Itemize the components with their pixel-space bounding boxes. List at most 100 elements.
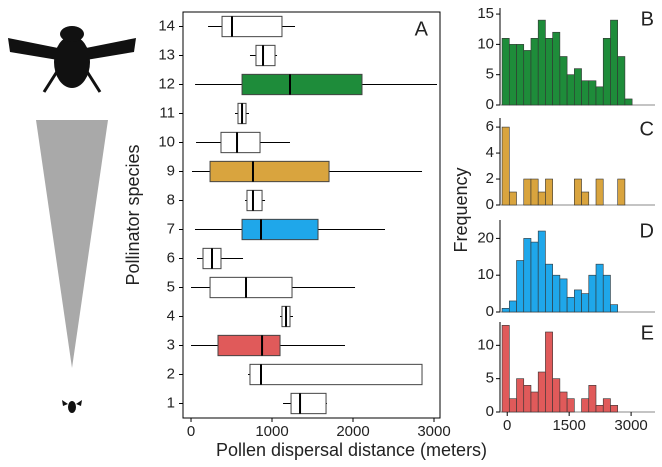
hist-bar — [566, 74, 575, 106]
hist-bar — [617, 56, 626, 106]
hist-bar — [610, 304, 618, 313]
y-tick-label: 9 — [167, 162, 175, 179]
box — [221, 15, 283, 38]
hist-bar — [581, 80, 590, 106]
box — [290, 392, 327, 415]
hist-bar — [545, 178, 553, 206]
panel-label: E — [641, 322, 654, 344]
hist-bar — [559, 391, 568, 413]
hist-bar — [552, 378, 561, 413]
box — [209, 276, 293, 299]
large-bee — [8, 26, 136, 93]
box — [241, 73, 363, 96]
hist-bar — [610, 405, 618, 413]
y-tick-label: 2 — [167, 365, 175, 382]
hist-bar — [537, 371, 546, 413]
hist-bar — [566, 398, 575, 413]
y-tick-label: 7 — [167, 220, 175, 237]
hist-bar — [595, 405, 604, 413]
hist-bar — [516, 260, 525, 313]
hist-bar — [581, 398, 590, 413]
hist-bar — [523, 178, 532, 206]
hist-bar — [537, 230, 546, 313]
hist-bar — [610, 19, 618, 106]
panel-label: C — [640, 118, 654, 140]
hist-bar — [516, 378, 525, 413]
y-tick-label: 10 — [158, 133, 175, 150]
hist-bar — [530, 391, 539, 413]
box — [241, 218, 319, 241]
hist-bar — [537, 191, 546, 206]
y-axis-label: Frequency — [451, 167, 471, 252]
plot-frame — [182, 11, 441, 419]
y-tick-label: 5 — [167, 278, 175, 295]
hist-bar — [508, 398, 517, 413]
hist-bar — [516, 44, 525, 106]
hist-bar — [595, 178, 604, 206]
box — [217, 334, 281, 357]
hist-bar — [545, 263, 553, 313]
y-axis-label: Pollinator species — [123, 144, 143, 285]
y-tick-label: 5 — [486, 66, 494, 83]
hist-bar — [588, 80, 597, 106]
hist-bar — [624, 98, 633, 106]
box — [249, 363, 423, 386]
box — [220, 131, 261, 154]
hist-bar — [559, 56, 568, 106]
y-tick-label: 0 — [486, 196, 494, 213]
y-tick-label: 1 — [167, 394, 175, 411]
panel-label: B — [641, 8, 654, 30]
hist-bar — [581, 293, 590, 313]
hist-bar — [501, 325, 510, 413]
box — [209, 160, 330, 183]
hist-bar — [545, 38, 553, 106]
hist-bar — [602, 274, 611, 313]
small-bee — [62, 400, 82, 413]
hist-bar — [508, 191, 517, 206]
panel-label: A — [415, 18, 429, 40]
hist-bar — [501, 126, 510, 206]
y-tick-label: 2 — [486, 170, 494, 187]
x-tick-label: 2000 — [336, 423, 369, 440]
x-tick-label: 1500 — [552, 417, 585, 434]
y-tick-label: 0 — [486, 303, 494, 320]
hist-bar — [581, 191, 590, 206]
hist-bar — [501, 38, 510, 106]
y-tick-label: 4 — [167, 307, 175, 324]
hist-bar — [501, 308, 510, 313]
y-tick-label: 10 — [477, 336, 494, 353]
y-tick-label: 14 — [158, 17, 175, 34]
x-axis-label: Pollen dispersal distance (meters) — [216, 440, 487, 460]
hist-bar — [523, 385, 532, 413]
y-tick-label: 6 — [167, 249, 175, 266]
y-tick-label: 11 — [159, 104, 175, 121]
y-tick-label: 3 — [167, 336, 175, 353]
y-tick-label: 10 — [477, 35, 494, 52]
x-tick-label: 1000 — [255, 423, 288, 440]
y-tick-label: 0 — [486, 403, 494, 420]
hist-bar — [602, 38, 611, 106]
box — [255, 44, 276, 67]
y-tick-label: 12 — [158, 75, 175, 92]
y-tick-label: 15 — [477, 5, 494, 22]
hist-bar — [566, 296, 575, 313]
y-tick-label: 20 — [477, 229, 494, 246]
y-tick-label: 5 — [486, 370, 494, 387]
hist-bar — [559, 278, 568, 313]
hist-bar — [574, 68, 582, 106]
hist-bar — [552, 274, 561, 313]
y-tick-label: 4 — [486, 144, 494, 161]
y-tick-label: 0 — [486, 96, 494, 113]
hist-bar — [588, 274, 597, 313]
hist-bar — [595, 86, 604, 106]
hist-bar — [523, 238, 532, 313]
x-tick-label: 0 — [503, 417, 511, 434]
hist-bar — [508, 300, 517, 313]
y-tick-label: 8 — [167, 191, 175, 208]
hist-bar — [617, 178, 626, 206]
hist-bar — [530, 178, 539, 206]
hist-bar — [602, 398, 611, 413]
hist-bar — [574, 289, 582, 313]
hist-bar — [588, 385, 597, 413]
